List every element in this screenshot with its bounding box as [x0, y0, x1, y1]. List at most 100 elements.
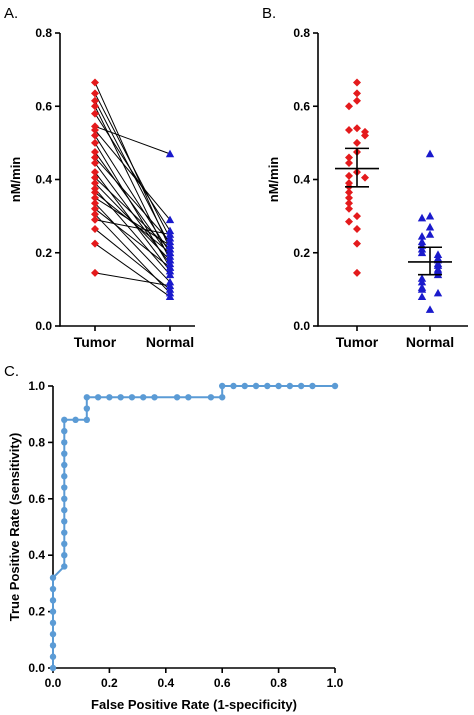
- pair-line: [94, 202, 171, 283]
- roc-point: [275, 382, 282, 390]
- roc-point: [309, 382, 316, 390]
- tumor-point: [345, 102, 353, 111]
- pair-line: [94, 129, 171, 221]
- roc-point: [286, 382, 294, 390]
- roc-point: [151, 394, 158, 401]
- tumor-point: [91, 89, 99, 98]
- roc-point: [185, 394, 192, 401]
- pair-line: [94, 106, 171, 261]
- y-tick-label: 0.0: [35, 319, 52, 333]
- tumor-point: [91, 224, 99, 233]
- tumor-point: [361, 131, 369, 140]
- normal-point: [165, 270, 175, 279]
- category-label-normal: Normal: [146, 334, 194, 350]
- y-tick-label: 0.8: [35, 26, 52, 40]
- tumor-point: [91, 131, 99, 140]
- tumor-point: [345, 217, 353, 226]
- tumor-point: [345, 126, 353, 135]
- pair-line: [94, 93, 171, 239]
- tumor-point: [91, 173, 99, 182]
- normal-point: [425, 222, 435, 231]
- tumor-point: [91, 126, 99, 135]
- normal-point: [165, 230, 175, 238]
- roc-point: [252, 382, 260, 390]
- tumor-point: [361, 173, 369, 182]
- tumor-point: [91, 239, 99, 248]
- x-tick-label: 0.4: [157, 676, 174, 690]
- pair-line: [94, 135, 171, 254]
- pair-line: [94, 219, 171, 235]
- roc-point: [83, 416, 91, 424]
- y-axis-title: nM/min: [266, 157, 281, 203]
- x-tick-label: 0.8: [270, 676, 287, 690]
- normal-point: [165, 241, 175, 249]
- pair-line: [94, 272, 171, 287]
- roc-point: [49, 619, 57, 627]
- y-tick-label: 0.4: [28, 548, 45, 562]
- roc-point: [61, 552, 68, 559]
- roc-point: [94, 394, 102, 401]
- tumor-point: [91, 153, 99, 162]
- y-tick-label: 0.6: [293, 99, 310, 113]
- roc-point: [49, 664, 57, 672]
- normal-point: [417, 248, 427, 257]
- normal-point: [165, 248, 175, 257]
- tumor-point: [345, 159, 353, 168]
- roc-point: [61, 439, 68, 446]
- pair-line: [94, 125, 171, 155]
- tumor-point: [91, 138, 99, 147]
- roc-point: [331, 382, 339, 390]
- pair-line: [94, 228, 171, 290]
- x-tick-label: 1.0: [327, 676, 344, 690]
- normal-point: [425, 230, 435, 238]
- roc-point: [297, 382, 305, 390]
- tumor-point: [353, 138, 361, 147]
- roc-point: [61, 529, 68, 536]
- pair-line: [94, 243, 171, 298]
- y-tick-label: 0.6: [35, 99, 52, 113]
- tumor-point: [345, 188, 353, 197]
- x-tick-label: 0.0: [45, 676, 62, 690]
- roc-point: [117, 394, 124, 401]
- tumor-point: [353, 124, 361, 133]
- roc-point: [49, 642, 57, 649]
- tumor-point: [345, 171, 353, 180]
- roc-point: [49, 653, 57, 660]
- roc-point: [230, 382, 237, 390]
- tumor-point: [353, 224, 361, 233]
- roc-point: [241, 382, 248, 390]
- normal-point: [425, 305, 435, 313]
- roc-point: [49, 608, 57, 615]
- tumor-point: [91, 102, 99, 111]
- tumor-point: [91, 188, 99, 197]
- roc-point: [61, 473, 68, 480]
- normal-point: [425, 149, 435, 158]
- roc-point: [264, 382, 271, 390]
- tumor-point: [91, 210, 99, 219]
- x-tick-label: 0.2: [101, 676, 118, 690]
- pair-line: [94, 208, 171, 268]
- pair-line: [94, 113, 171, 232]
- y-axis-title: nM/min: [8, 157, 23, 203]
- category-label-normal: Normal: [406, 334, 454, 350]
- roc-point: [49, 585, 57, 593]
- x-tick-label: 0.6: [214, 676, 231, 690]
- roc-point: [61, 495, 68, 502]
- y-tick-label: 0.2: [293, 246, 310, 260]
- normal-point: [417, 285, 427, 293]
- tumor-point: [345, 204, 353, 213]
- tumor-point: [345, 199, 353, 208]
- roc-point: [106, 394, 113, 401]
- tumor-point: [91, 96, 99, 105]
- normal-point: [165, 149, 175, 158]
- roc-point: [61, 416, 68, 424]
- normal-point: [425, 211, 435, 220]
- x-axis-title: False Positive Rate (1-specificity): [91, 697, 297, 712]
- normal-point: [417, 213, 427, 222]
- tumor-point: [91, 179, 99, 188]
- roc-point: [61, 484, 68, 491]
- panel-label-b: B.: [262, 5, 276, 22]
- panel-label-c: C.: [4, 363, 19, 380]
- normal-point: [165, 281, 175, 290]
